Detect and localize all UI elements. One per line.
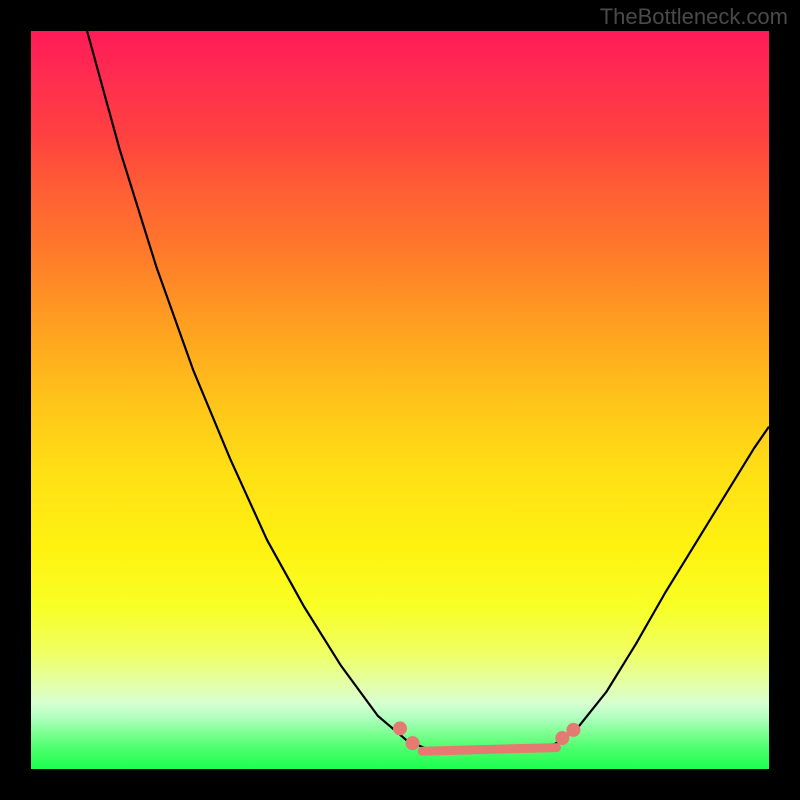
marker-dot	[393, 721, 407, 735]
bottleneck-curve	[87, 31, 769, 753]
marker-segment	[422, 748, 556, 752]
watermark-text: TheBottleneck.com	[600, 4, 788, 30]
marker-dot	[406, 736, 420, 750]
plot-area	[31, 31, 769, 769]
chart-svg	[31, 31, 769, 769]
marker-dot	[566, 723, 580, 737]
